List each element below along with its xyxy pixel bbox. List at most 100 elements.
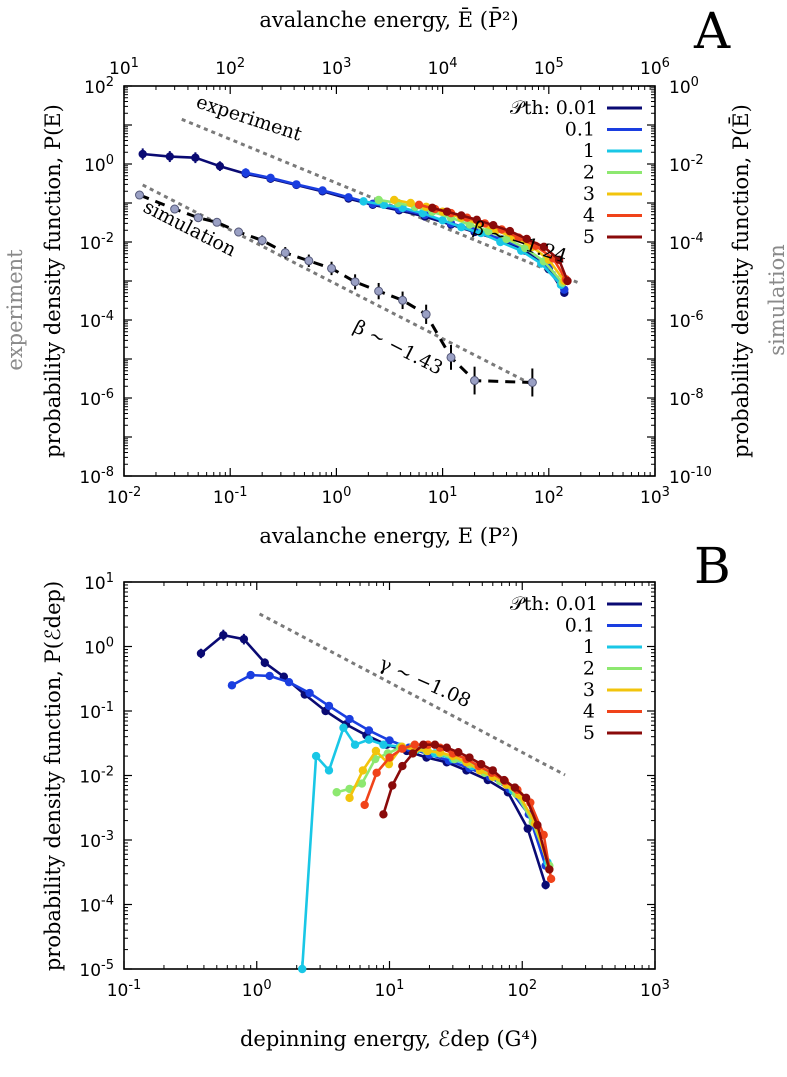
data-point	[522, 234, 531, 244]
data-point	[554, 255, 564, 264]
x-tick-label: 10-1	[213, 485, 248, 508]
x-tick-label: 102	[507, 978, 537, 1001]
legend-label: 1	[583, 636, 595, 658]
series-line	[138, 193, 533, 384]
data-point	[379, 740, 388, 749]
x2-tick-label: 104	[428, 56, 458, 79]
x-tick-label: 10-2	[107, 485, 142, 508]
series-line	[382, 743, 551, 870]
data-point	[457, 222, 466, 232]
guide-line	[142, 183, 534, 386]
x2-axis-title-a: avalanche energy, Ē (P̄²)	[259, 7, 518, 32]
data-point	[318, 186, 327, 195]
data-point	[364, 735, 374, 744]
data-point	[398, 295, 408, 305]
data-point	[421, 309, 431, 319]
panel-a: 10-2 10-1 100 101 102 10310-810-610-410-21001…	[3, 2, 787, 548]
data-point	[265, 671, 274, 681]
data-point	[510, 783, 520, 792]
data-point	[266, 173, 275, 183]
y-tick-label: 10-2	[79, 231, 114, 254]
y-tick-label: 101	[84, 571, 114, 594]
data-point	[332, 788, 341, 797]
x-tick-label: 101	[375, 978, 405, 1001]
data-point	[227, 681, 237, 690]
legend-label: 5	[583, 722, 595, 744]
data-point	[372, 768, 381, 778]
y-tick-label: 100	[84, 153, 114, 176]
data-point	[533, 820, 542, 830]
data-point	[472, 215, 482, 225]
data-point	[135, 190, 145, 200]
right-side-note-a: simulation	[765, 244, 787, 356]
data-point	[414, 200, 424, 209]
data-point	[196, 649, 206, 658]
guide-label-simulation: simulation	[140, 196, 240, 261]
data-point	[257, 235, 267, 245]
data-point	[521, 243, 530, 253]
data-point	[241, 168, 250, 177]
data-point	[284, 677, 294, 687]
data-point	[360, 800, 369, 810]
x-tick-label: 100	[242, 978, 272, 1001]
series-line	[231, 673, 547, 867]
y-tick-label: 10-2	[79, 765, 114, 788]
data-point	[521, 793, 531, 803]
data-point	[170, 204, 180, 214]
y-tick-label: 10-4	[79, 894, 114, 917]
x2-tick-label: 102	[215, 56, 245, 79]
x-tick-label: 101	[428, 485, 458, 508]
data-point	[385, 753, 394, 762]
data-point	[191, 153, 200, 162]
legend-title: 𝒫th:	[510, 97, 550, 119]
guide-lines-a	[142, 117, 579, 386]
y-tick-label: 102	[84, 75, 114, 98]
data-point	[423, 746, 432, 756]
data-point	[350, 740, 360, 749]
data-point	[345, 714, 354, 724]
data-point	[350, 277, 360, 287]
x2-tick-label: 106	[640, 56, 670, 79]
y2-tick-label: 10-2	[669, 153, 704, 176]
y2-axis-title-a: probability density function, P(Ē)	[729, 104, 753, 458]
data-point	[410, 740, 419, 749]
x-tick-label: 103	[640, 978, 670, 1001]
guide-label-experiment: experiment	[193, 91, 304, 146]
x-tick-label: 100	[321, 485, 351, 508]
x-axis-title-a: avalanche energy, E (P²)	[259, 524, 518, 548]
data-point	[563, 276, 572, 286]
legend-title: 𝒫th:	[510, 593, 550, 615]
data-point	[371, 746, 381, 756]
data-point	[364, 726, 374, 735]
x-tick-label: 103	[640, 485, 670, 508]
data-point	[305, 688, 314, 698]
data-point	[389, 195, 399, 205]
panel-b: 10-1 100 101 102 103 10-5 10-4 10-3 10-2 10-1 100 1…	[41, 537, 731, 1051]
legend-label: 0.01	[556, 97, 598, 119]
y2-tick-label: 10-4	[669, 231, 704, 254]
legend-label: 4	[583, 205, 595, 227]
legend-label: 2	[583, 658, 595, 680]
y-tick-label: 10-4	[79, 309, 114, 332]
data-point	[359, 197, 368, 206]
data-point	[385, 736, 394, 745]
data-point	[419, 740, 428, 749]
data-point	[280, 248, 290, 258]
data-point	[388, 781, 397, 790]
y-tick-label: 10-5	[79, 958, 114, 981]
data-point	[457, 211, 466, 220]
data-point	[339, 723, 348, 732]
data-point	[406, 198, 415, 208]
data-point	[408, 749, 418, 758]
data-point	[545, 865, 554, 874]
legend-label: 0.1	[565, 119, 595, 141]
data-point	[292, 180, 301, 189]
legend-label: 3	[583, 183, 595, 205]
y-tick-label: 10-3	[79, 829, 114, 852]
slope-annotation-a1: β ∼ −1.24	[470, 217, 569, 268]
data-point	[489, 220, 498, 230]
axes-ticks-a: 10-2 10-1 100 101 102 10310-810-610-410-21001…	[79, 56, 711, 508]
